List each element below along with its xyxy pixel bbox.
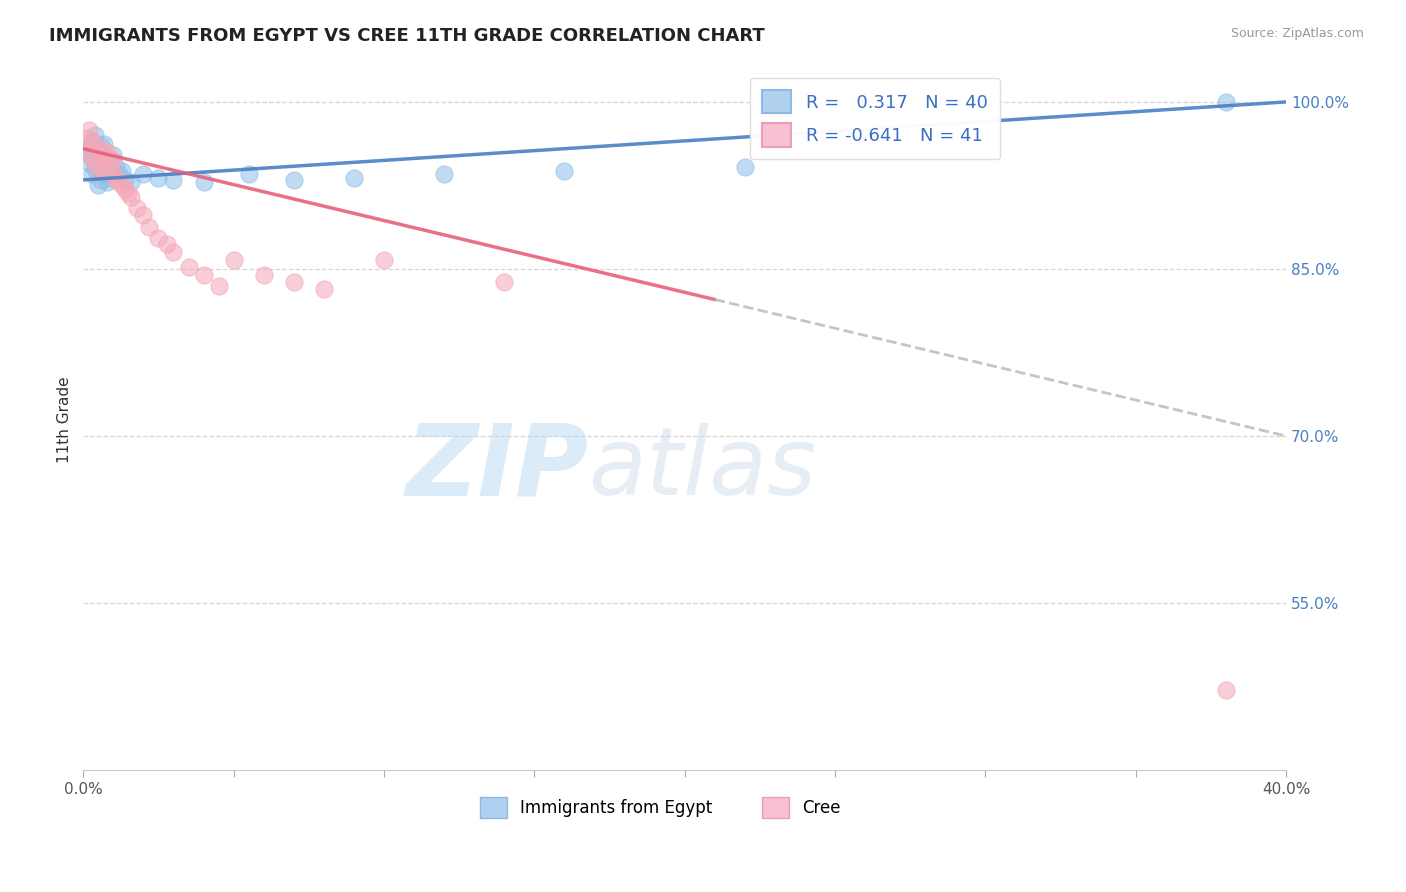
Point (87, 161, 110, 176)
Point (120, 175, 142, 189)
Text: IMMIGRANTS FROM EGYPT VS CREE 11TH GRADE CORRELATION CHART: IMMIGRANTS FROM EGYPT VS CREE 11TH GRADE… (49, 27, 765, 45)
Point (162, 173, 184, 187)
Point (193, 268, 215, 282)
Point (93, 164, 115, 178)
Point (111, 164, 134, 178)
Point (90, 156, 112, 170)
Point (75, 130, 97, 145)
Point (162, 245, 184, 260)
Point (87, 142, 110, 156)
Point (82, 151, 104, 165)
Point (111, 178, 134, 193)
Point (105, 170, 128, 185)
Point (98, 164, 121, 178)
Point (84, 145, 107, 159)
Point (117, 186, 139, 201)
Point (373, 253, 395, 268)
Point (84, 139, 107, 153)
Point (103, 148, 125, 162)
Point (132, 209, 155, 223)
Text: ZIP: ZIP (405, 420, 589, 516)
Point (87, 161, 110, 176)
Point (156, 237, 179, 252)
Point (79, 156, 101, 170)
Point (90, 156, 112, 170)
Point (98, 170, 121, 185)
Point (96, 160, 118, 174)
Point (343, 170, 366, 185)
Point (222, 253, 245, 268)
Point (433, 167, 456, 181)
Point (103, 164, 125, 178)
Point (87, 178, 110, 193)
Point (108, 167, 131, 181)
Point (148, 170, 170, 185)
Point (79, 142, 101, 156)
Point (132, 167, 155, 181)
Point (96, 175, 118, 189)
Point (193, 175, 215, 189)
Y-axis label: 11th Grade: 11th Grade (58, 376, 72, 463)
Point (734, 160, 756, 174)
Point (1215, 682, 1237, 697)
Point (82, 134, 104, 148)
Point (103, 167, 125, 181)
Point (98, 153, 121, 167)
Point (93, 148, 115, 162)
Point (82, 151, 104, 165)
Point (1215, 95, 1237, 109)
Text: Source: ZipAtlas.com: Source: ZipAtlas.com (1230, 27, 1364, 40)
Point (79, 139, 101, 153)
Point (90, 142, 112, 156)
Point (108, 175, 131, 189)
Point (103, 153, 125, 167)
Legend: Immigrants from Egypt, Cree: Immigrants from Egypt, Cree (474, 790, 848, 825)
Point (253, 268, 276, 282)
Point (127, 201, 149, 215)
Point (90, 173, 112, 187)
Point (96, 145, 118, 159)
Point (79, 122, 101, 136)
Point (93, 137, 115, 152)
Point (82, 134, 104, 148)
Point (84, 156, 107, 170)
Point (138, 219, 160, 234)
Point (90, 139, 112, 153)
Point (84, 128, 107, 143)
Point (283, 173, 305, 187)
Point (283, 275, 305, 289)
Point (494, 275, 516, 289)
Point (148, 231, 170, 245)
Point (177, 260, 200, 274)
Point (82, 167, 104, 181)
Point (87, 145, 110, 159)
Point (96, 160, 118, 174)
Text: atlas: atlas (589, 423, 817, 514)
Point (84, 161, 107, 176)
Point (312, 282, 335, 296)
Point (114, 182, 136, 196)
Point (98, 153, 121, 167)
Point (93, 167, 115, 181)
Point (207, 278, 229, 293)
Point (553, 164, 575, 178)
Point (120, 189, 142, 203)
Point (114, 173, 136, 187)
Point (238, 167, 260, 181)
Point (105, 160, 128, 174)
Point (93, 153, 115, 167)
Point (75, 145, 97, 159)
